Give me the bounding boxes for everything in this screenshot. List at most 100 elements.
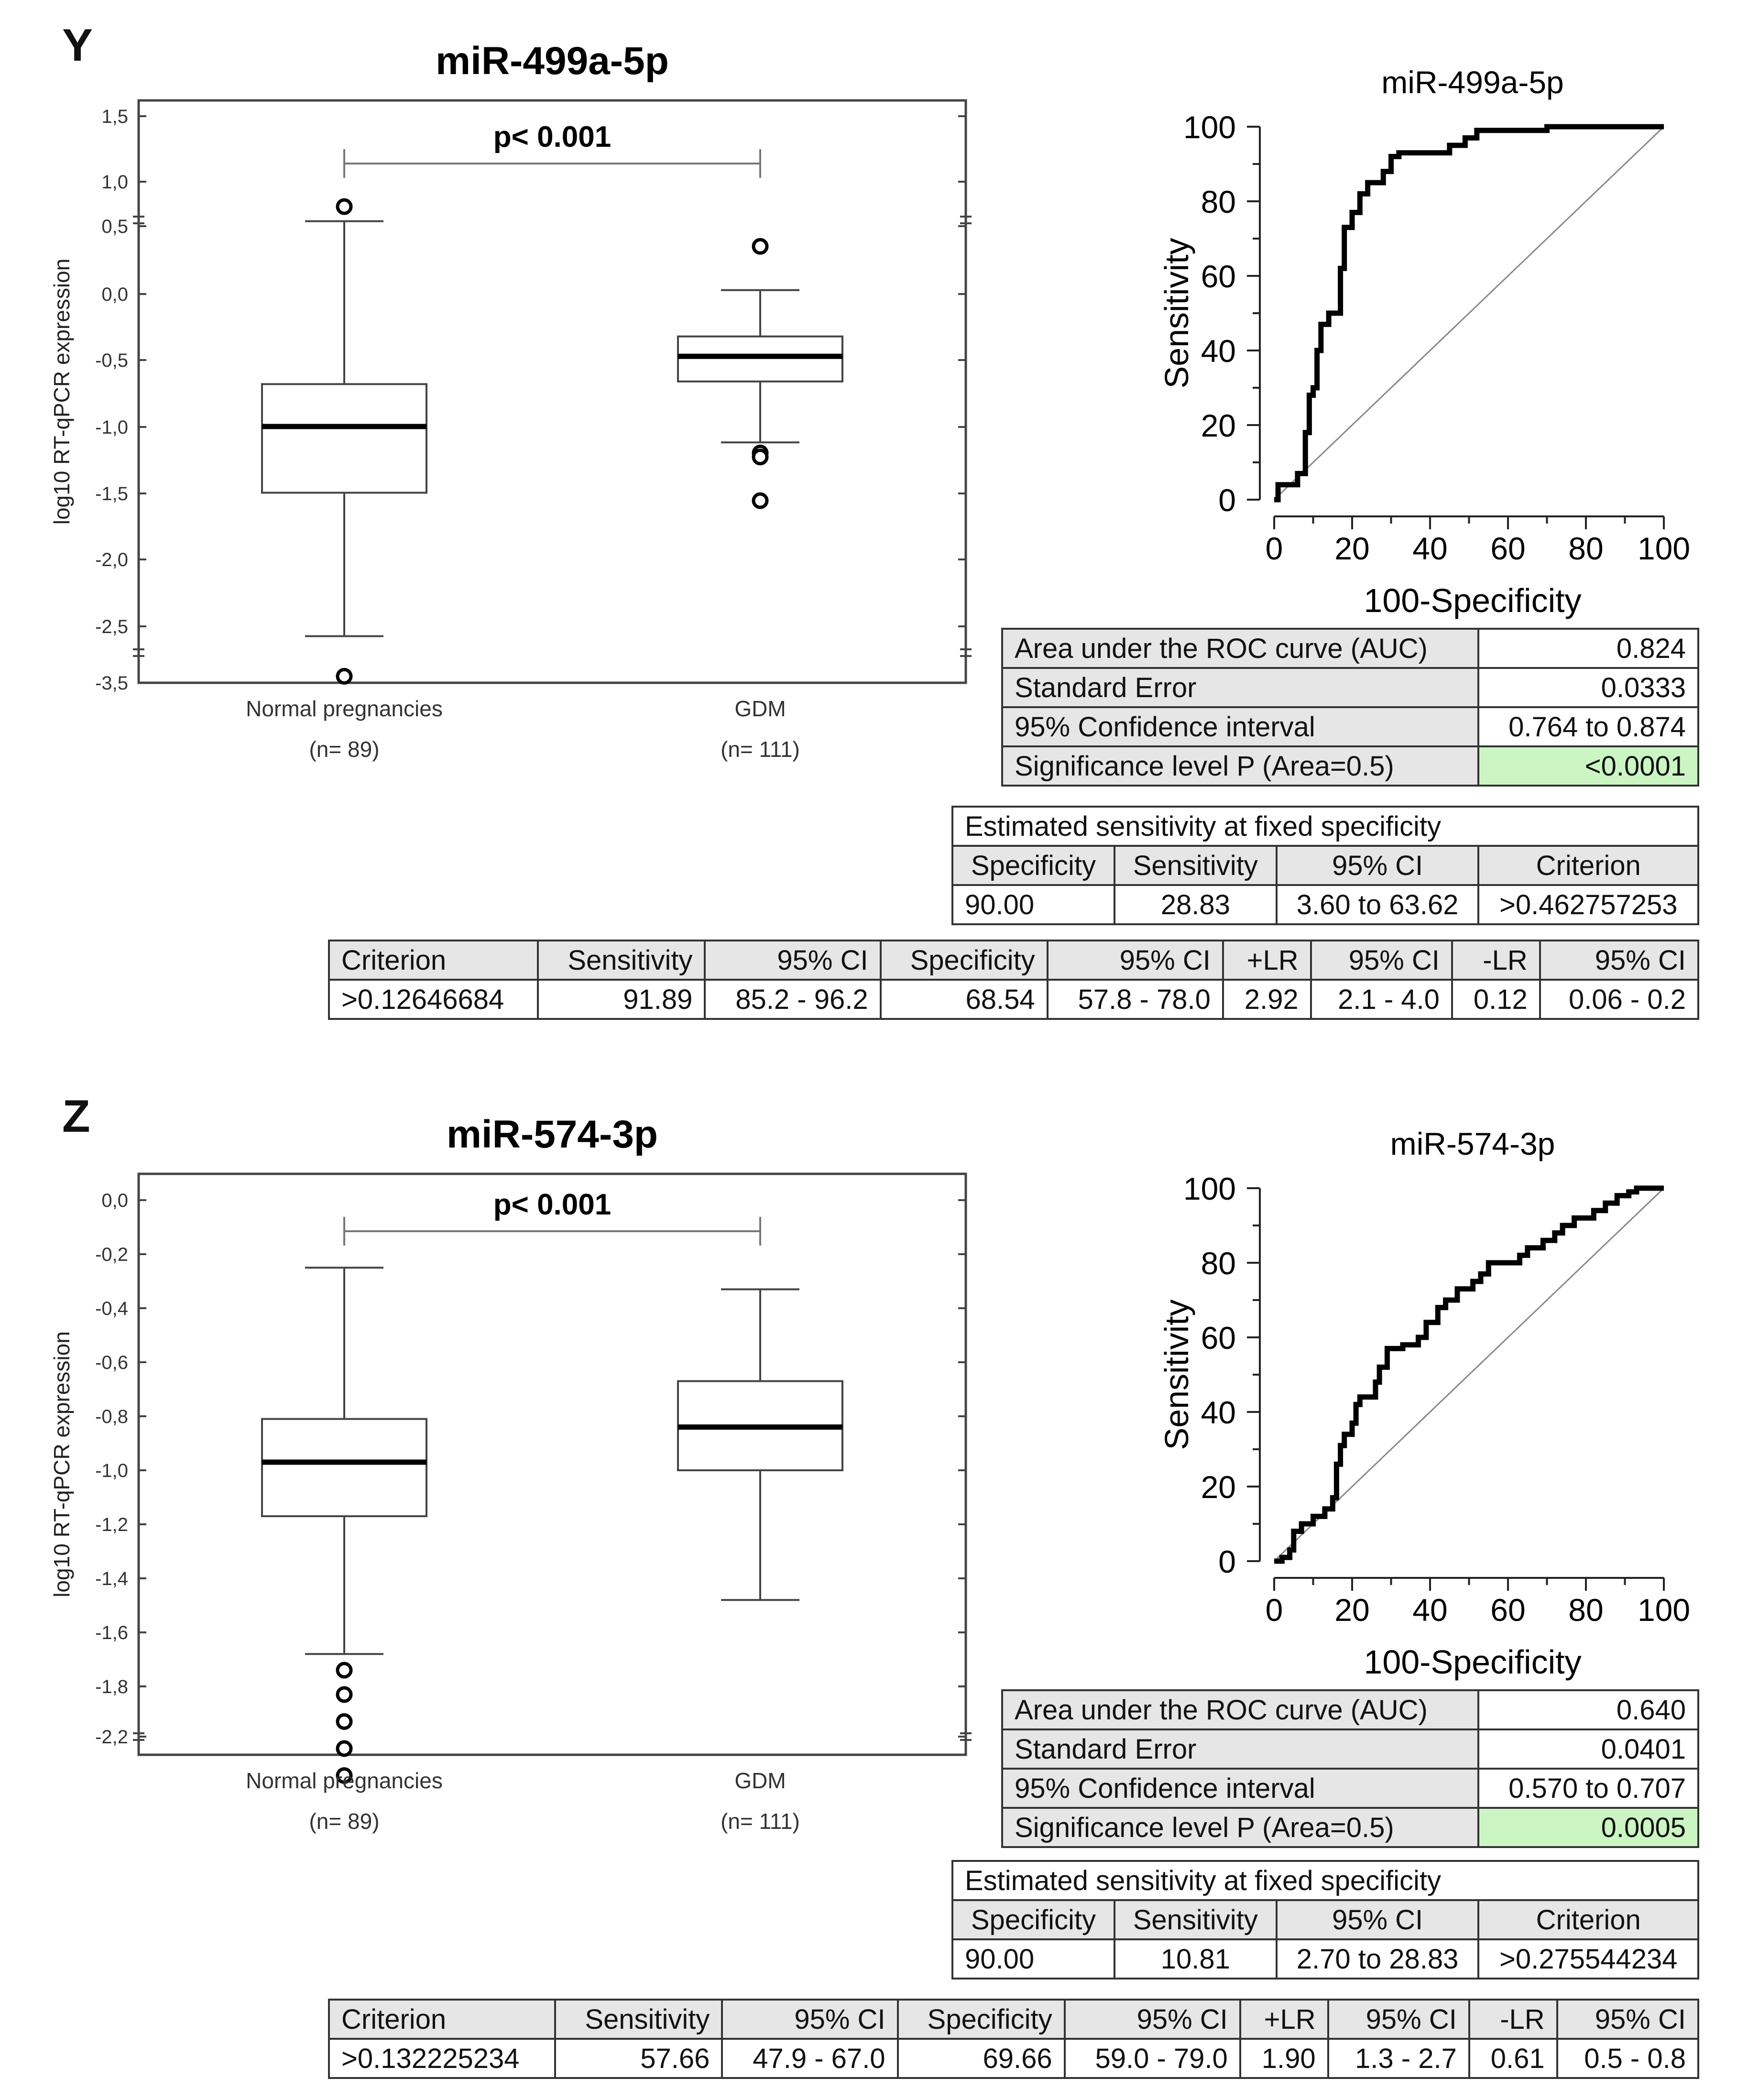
y-axis-label: log10 RT-qPCR expression bbox=[49, 259, 74, 525]
criterion-header: Specificity bbox=[879, 940, 1049, 981]
x-axis-label: 100-Specificity bbox=[1364, 582, 1581, 619]
criterion-cell: 1.90 bbox=[1239, 2038, 1329, 2079]
y-tick-label: 0,0 bbox=[101, 284, 128, 305]
roc-curve bbox=[1274, 124, 1664, 503]
plot-frame bbox=[137, 1172, 967, 1756]
se-row: Standard Error 0.0333 bbox=[1001, 667, 1699, 708]
criterion-header: Criterion bbox=[328, 940, 539, 981]
group-n-label: (n= 111) bbox=[721, 1809, 800, 1834]
boxplot-y: miR-499a-5p 1,5 1,0 0,5 0,0 -0,5 -1,0 -1,5 -2,0 -… bbox=[0, 0, 985, 787]
se-value: 0.0333 bbox=[1477, 667, 1699, 708]
outlier-point bbox=[336, 1713, 353, 1730]
x-tick-label: 100 bbox=[1638, 1592, 1690, 1628]
group-n-label: (n= 89) bbox=[309, 737, 379, 762]
sig-label: Significance level P (Area=0.5) bbox=[1001, 1807, 1480, 1848]
outlier-point bbox=[336, 198, 353, 215]
sig-row: Significance level P (Area=0.5) 0.0005 bbox=[1001, 1807, 1699, 1848]
fixed-cell: 28.83 bbox=[1113, 884, 1278, 925]
outlier-point bbox=[336, 1662, 353, 1679]
fixed-header: Specificity bbox=[951, 1899, 1115, 1940]
criterion-cell: 2.1 - 4.0 bbox=[1310, 979, 1453, 1020]
criterion-cell: 91.89 bbox=[537, 979, 706, 1020]
fixed-cell: 90.00 bbox=[951, 1938, 1115, 1980]
fixed-cell: >0.275544234 bbox=[1477, 1938, 1699, 1980]
y-tick-label: 60 bbox=[1201, 1320, 1236, 1356]
group-label: Normal pregnancies bbox=[246, 696, 443, 721]
y-tick-label: -0,5 bbox=[95, 350, 128, 371]
roc-curve bbox=[1274, 1185, 1664, 1564]
fixed-spec-table-y: Estimated sensitivity at fixed specifici… bbox=[951, 806, 1699, 925]
fixed-spec-caption: Estimated sensitivity at fixed specifici… bbox=[951, 806, 1699, 847]
sig-value: 0.0005 bbox=[1477, 1807, 1699, 1848]
boxplot-z-svg: miR-574-3p 0,0 -0,2 -0,4 -0,6 -0,8 -1,0 -1,2 -1,… bbox=[49, 1113, 972, 1834]
criterion-cell: 85.2 - 96.2 bbox=[704, 979, 882, 1020]
panel-letter-z: Z bbox=[62, 1091, 90, 1142]
panel-letter-y: Y bbox=[62, 20, 93, 71]
x-tick-label: 60 bbox=[1490, 531, 1525, 566]
criterion-cell: 57.66 bbox=[554, 2038, 723, 2079]
criterion-header: Sensitivity bbox=[554, 1999, 723, 2040]
y-tick-label: 80 bbox=[1201, 184, 1236, 219]
criterion-header: 95% CI bbox=[1539, 940, 1700, 981]
y-tick-label: -3,5 bbox=[95, 673, 128, 694]
y-tick-label: 100 bbox=[1183, 1171, 1236, 1206]
ci-row: 95% Confidence interval 0.570 to 0.707 bbox=[1001, 1768, 1699, 1809]
criterion-header: -LR bbox=[1451, 940, 1541, 981]
x-tick-label: 100 bbox=[1638, 531, 1690, 566]
criterion-cell: >0.12646684 bbox=[328, 979, 539, 1020]
fixed-cell: 10.81 bbox=[1113, 1938, 1278, 1980]
y-axis-label: log10 RT-qPCR expression bbox=[49, 1331, 74, 1597]
y-tick-label: 20 bbox=[1201, 1469, 1236, 1505]
roc-z-svg: miR-574-3p 00 20 20 40 40 60 60 80 80 100 100 Sensit… bbox=[1158, 1126, 1690, 1681]
criterion-cell: >0.132225234 bbox=[328, 2038, 557, 2079]
outlier-point bbox=[336, 1767, 353, 1784]
criterion-cell: 47.9 - 67.0 bbox=[721, 2038, 899, 2079]
outlier-point bbox=[336, 1686, 353, 1703]
y-tick-label: -1,5 bbox=[95, 483, 128, 504]
x-tick-label: 80 bbox=[1568, 531, 1603, 566]
iqr-box bbox=[677, 335, 843, 383]
y-tick-label: -2,0 bbox=[95, 549, 128, 570]
criterion-header: -LR bbox=[1468, 1999, 1558, 2040]
criterion-header: 95% CI bbox=[1556, 1999, 1700, 2040]
criterion-cell: 57.8 - 78.0 bbox=[1046, 979, 1224, 1020]
y-tick-label: 1,5 bbox=[101, 106, 128, 127]
fixed-header: Specificity bbox=[951, 845, 1115, 886]
roc-y-svg: miR-499a-5p 00 20 20 40 40 60 60 80 80 100 100 Sensi… bbox=[1158, 65, 1690, 619]
criterion-cell: 59.0 - 79.0 bbox=[1063, 2038, 1241, 2079]
criterion-header: 95% CI bbox=[1063, 1999, 1241, 2040]
x-tick-label: 40 bbox=[1412, 531, 1447, 566]
auc-table-z: Area under the ROC curve (AUC) 0.640 Stan… bbox=[1001, 1689, 1699, 1848]
criterion-header: 95% CI bbox=[704, 940, 882, 981]
criterion-header: 95% CI bbox=[1327, 1999, 1470, 2040]
roc-z: miR-574-3p 0 0 20 20 40 40 60 60 80 80 100 100 Sensit… bbox=[1138, 1119, 1740, 1695]
chart-title: miR-499a-5p bbox=[436, 39, 669, 83]
y-tick-label: -1,4 bbox=[95, 1568, 128, 1589]
x-tick-label: 60 bbox=[1490, 1592, 1525, 1628]
criterion-header: Sensitivity bbox=[537, 940, 706, 981]
y-tick-label: 0 bbox=[1218, 1544, 1236, 1579]
outlier-point bbox=[752, 492, 769, 509]
sig-row: Significance level P (Area=0.5) <0.0001 bbox=[1001, 745, 1699, 787]
y-axis-label: Sensitivity bbox=[1158, 238, 1195, 388]
y-tick-label: 0,5 bbox=[101, 216, 128, 237]
y-axis-label: Sensitivity bbox=[1158, 1299, 1195, 1450]
auc-row: Area under the ROC curve (AUC) 0.640 bbox=[1001, 1689, 1699, 1730]
fixed-header: Sensitivity bbox=[1113, 1899, 1278, 1940]
criterion-cell: 0.5 - 0.8 bbox=[1556, 2038, 1700, 2079]
y-tick-label: 0,0 bbox=[101, 1190, 128, 1211]
group-n-label: (n= 111) bbox=[721, 737, 800, 762]
group-n-label: (n= 89) bbox=[309, 1809, 379, 1834]
criterion-cell: 69.66 bbox=[896, 2038, 1066, 2079]
fixed-cell: 3.60 to 63.62 bbox=[1275, 884, 1480, 925]
y-tick-label: 20 bbox=[1201, 408, 1236, 443]
criterion-cell: 1.3 - 2.7 bbox=[1327, 2038, 1470, 2079]
sig-label: Significance level P (Area=0.5) bbox=[1001, 745, 1480, 787]
x-tick-label: 20 bbox=[1334, 1592, 1369, 1628]
criterion-header: Specificity bbox=[896, 1999, 1066, 2040]
criterion-table-z: Criterion Sensitivity 95% CI Specificity… bbox=[328, 1999, 1700, 2079]
fixed-header: 95% CI bbox=[1275, 845, 1480, 886]
reference-diagonal bbox=[1273, 126, 1665, 501]
roc-title: miR-499a-5p bbox=[1381, 65, 1564, 100]
criterion-cell: 0.12 bbox=[1451, 979, 1541, 1020]
